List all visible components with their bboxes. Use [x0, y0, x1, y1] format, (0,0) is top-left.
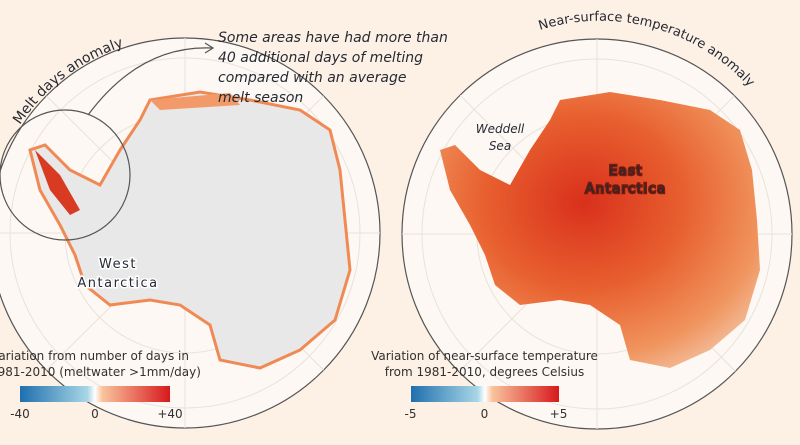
right-legend: Variation of near-surface temperature fr… — [362, 348, 607, 422]
left-tick-min: -40 — [10, 407, 30, 421]
left-legend: Variation from number of days in 1981-20… — [0, 348, 201, 422]
annotation-line-3: compared with an average — [218, 70, 406, 86]
left-tick-zero: 0 — [91, 407, 99, 421]
highlight-circle — [0, 109, 131, 241]
right-tick-min: -5 — [404, 407, 417, 421]
annotation-line-1: Some areas have had more than — [218, 30, 448, 46]
east-antarctica-label-1: East — [609, 164, 643, 179]
left-map: Melt days anomaly Some areas have had mo… — [0, 30, 448, 429]
left-legend-title-2: 1981-2010 (meltwater >1mm/day) — [0, 365, 201, 379]
annotation-line-2: 40 additional days of melting — [218, 50, 423, 66]
right-legend-title-2: from 1981-2010, degrees Celsius — [384, 365, 585, 379]
west-antarctica-label-2: Antarctica — [77, 276, 158, 291]
right-color-scale — [410, 386, 559, 402]
left-tick-max: +40 — [157, 407, 183, 421]
left-color-scale — [20, 386, 170, 402]
antarctica-temperature-map — [440, 92, 760, 368]
west-antarctica-label-1: West — [99, 257, 137, 272]
annotation-line-4: melt season — [218, 90, 303, 106]
right-legend-title-1: Variation of near-surface temperature — [371, 349, 598, 363]
left-legend-title-1: Variation from number of days in — [0, 349, 189, 363]
right-tick-zero: 0 — [480, 407, 489, 421]
peninsula-melt-hotspot — [35, 150, 80, 215]
right-tick-max: +5 — [549, 407, 568, 421]
annotation-arrow — [87, 47, 213, 116]
weddell-sea-label-1: Weddell — [476, 122, 525, 136]
right-map: Near-surface temperature anomaly Weddell… — [401, 10, 793, 430]
antarctica-melt-map — [28, 90, 352, 370]
weddell-sea-label-2: Sea — [489, 139, 511, 153]
east-antarctica-label-2: Antarctica — [585, 182, 666, 197]
